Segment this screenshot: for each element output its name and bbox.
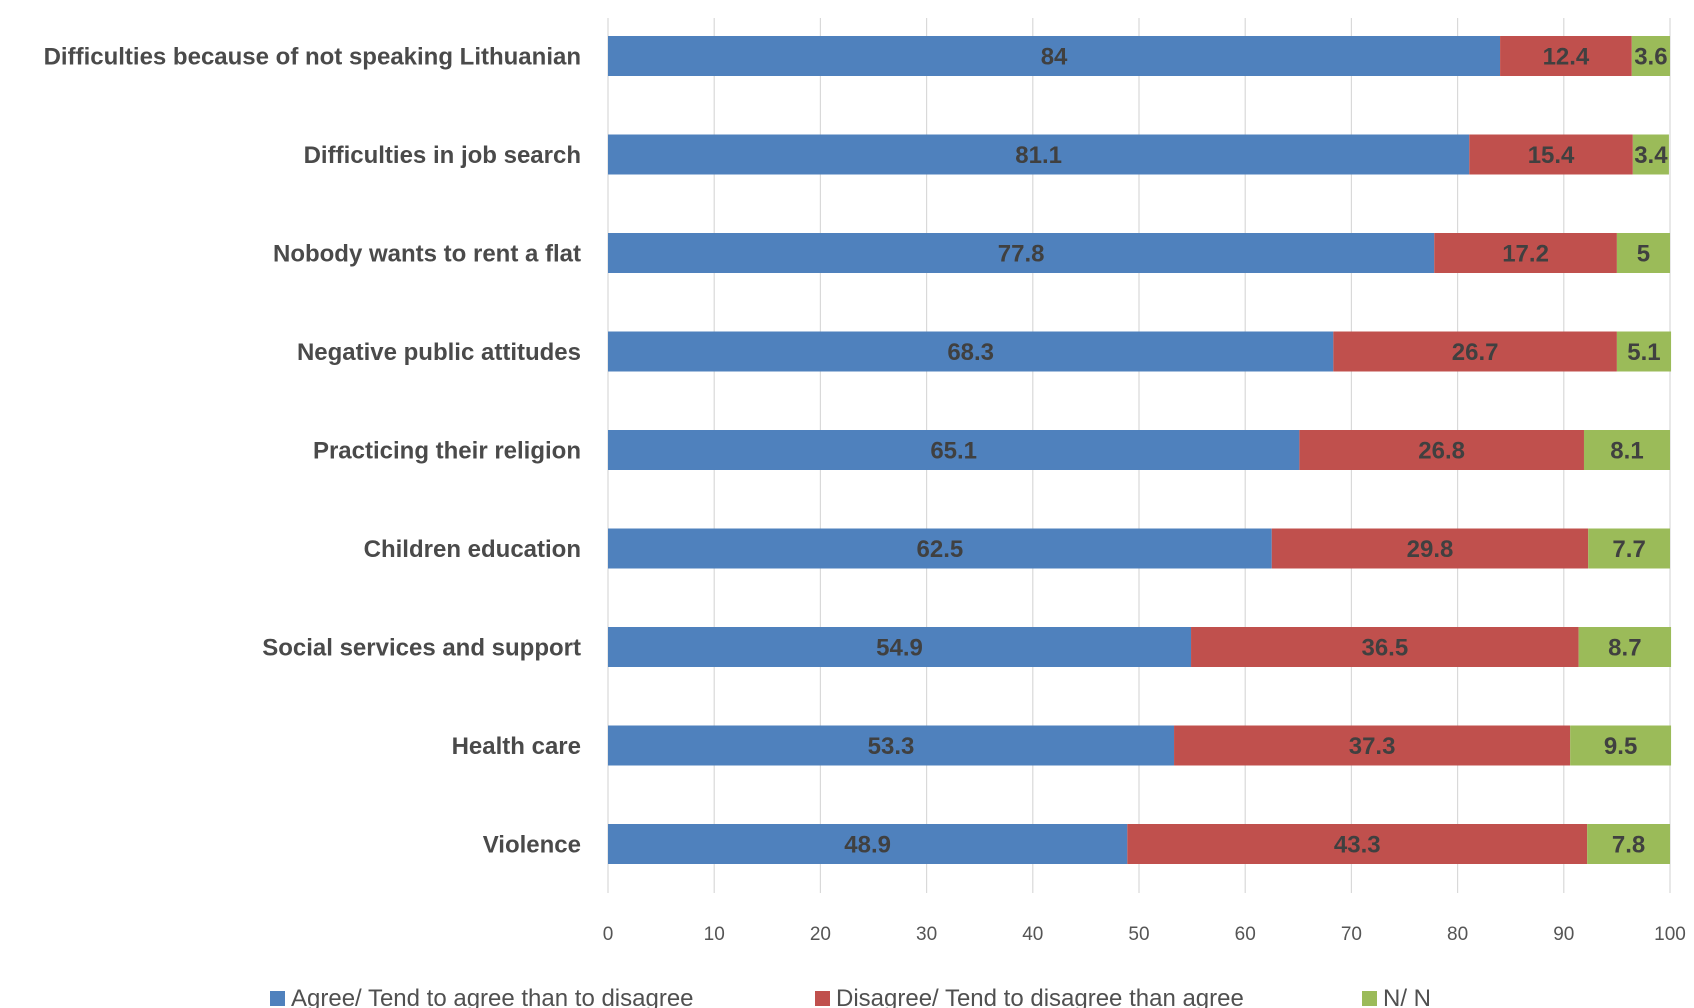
bar-segment [608, 725, 1175, 766]
data-label: 62.5 [917, 536, 964, 563]
x-tick-label: 20 [810, 924, 831, 945]
legend-label: Disagree/ Tend to disagree than agree [836, 985, 1244, 1008]
data-label: 15.4 [1528, 142, 1575, 169]
data-label: 3.4 [1634, 142, 1668, 169]
x-tick-label: 40 [1022, 924, 1043, 945]
bar-segment [1271, 528, 1589, 569]
category-label: Children education [364, 536, 581, 563]
bar-segment [608, 627, 1192, 667]
bar-segment [608, 430, 1300, 470]
data-label: 17.2 [1502, 241, 1549, 268]
bar-segment [1299, 430, 1584, 470]
bar-segment [1434, 233, 1617, 273]
bar-segment [608, 134, 1470, 175]
legend-label: N/ N [1383, 985, 1431, 1008]
bar-segment [608, 36, 1501, 76]
bar-segment [1632, 134, 1669, 175]
data-label: 5.1 [1627, 339, 1660, 366]
bar-segment [1616, 233, 1670, 273]
category-label: Violence [483, 832, 581, 859]
data-label: 53.3 [868, 733, 915, 760]
bar-segment [1616, 331, 1672, 372]
x-tick-labels: 0 10 20 30 40 50 60 70 80 90 100 [603, 924, 1686, 945]
x-tick-label: 100 [1654, 924, 1686, 945]
bar-segment [1587, 824, 1670, 864]
data-label: 84 [1041, 44, 1068, 71]
data-label: 8.1 [1610, 438, 1643, 465]
bar-segment [1631, 36, 1670, 76]
category-label: Practicing their religion [313, 438, 581, 465]
legend-label: Agree/ Tend to agree than to disagree [291, 985, 694, 1008]
bar-segment [1469, 134, 1633, 175]
bar-segment [608, 824, 1128, 864]
data-label: 9.5 [1604, 733, 1637, 760]
data-label: 3.6 [1634, 44, 1667, 71]
bar-segment [1588, 528, 1670, 569]
x-tick-label: 50 [1128, 924, 1149, 945]
data-label: 37.3 [1349, 733, 1396, 760]
data-label: 12.4 [1543, 44, 1590, 71]
legend-swatch [1362, 991, 1377, 1006]
category-label: Difficulties in job search [304, 142, 581, 169]
x-tick-label: 30 [916, 924, 937, 945]
data-label: 26.8 [1418, 438, 1465, 465]
x-tick-label: 70 [1341, 924, 1362, 945]
bar-segment [1174, 725, 1571, 766]
data-label: 68.3 [947, 339, 994, 366]
data-label: 7.7 [1612, 536, 1645, 563]
bar-segment [1127, 824, 1588, 864]
data-label: 36.5 [1361, 635, 1408, 662]
data-label: 48.9 [844, 832, 891, 859]
data-label: 81.1 [1015, 142, 1062, 169]
category-labels: Difficulties because of not speaking Lit… [44, 44, 581, 859]
category-label: Health care [452, 733, 581, 760]
data-label: 77.8 [998, 241, 1045, 268]
data-label: 29.8 [1407, 536, 1454, 563]
bar-segment [1583, 430, 1670, 470]
category-label: Nobody wants to rent a flat [273, 241, 581, 268]
legend-swatch [270, 991, 285, 1006]
bar-segment [1333, 331, 1617, 372]
bar-segment [1191, 627, 1579, 667]
x-tick-label: 60 [1235, 924, 1256, 945]
x-tick-label: 0 [603, 924, 614, 945]
bar-segment [608, 331, 1334, 372]
data-label: 26.7 [1452, 339, 1499, 366]
data-label: 5 [1637, 241, 1650, 268]
bar-segment [608, 528, 1272, 569]
x-tick-label: 10 [704, 924, 725, 945]
category-label: Social services and support [262, 635, 581, 662]
bar-segment [1570, 725, 1672, 766]
category-label: Negative public attitudes [297, 339, 581, 366]
data-label: 65.1 [930, 438, 977, 465]
data-label: 43.3 [1334, 832, 1381, 859]
data-label: 8.7 [1608, 635, 1641, 662]
category-label: Difficulties because of not speaking Lit… [44, 44, 581, 71]
bars: 84 12.4 3.6 81.1 15.4 3.4 77.8 17.2 5 68.3 26.7 5.1… [608, 36, 1672, 864]
bar-segment [1500, 36, 1632, 76]
data-label: 7.8 [1612, 832, 1645, 859]
bar-segment [1578, 627, 1672, 667]
data-label: 54.9 [876, 635, 923, 662]
bar-segment [608, 233, 1435, 273]
x-tick-label: 80 [1447, 924, 1468, 945]
legend-swatch [815, 991, 830, 1006]
legend: Agree/ Tend to agree than to disagree Dis… [270, 985, 1431, 1008]
x-tick-label: 90 [1553, 924, 1574, 945]
